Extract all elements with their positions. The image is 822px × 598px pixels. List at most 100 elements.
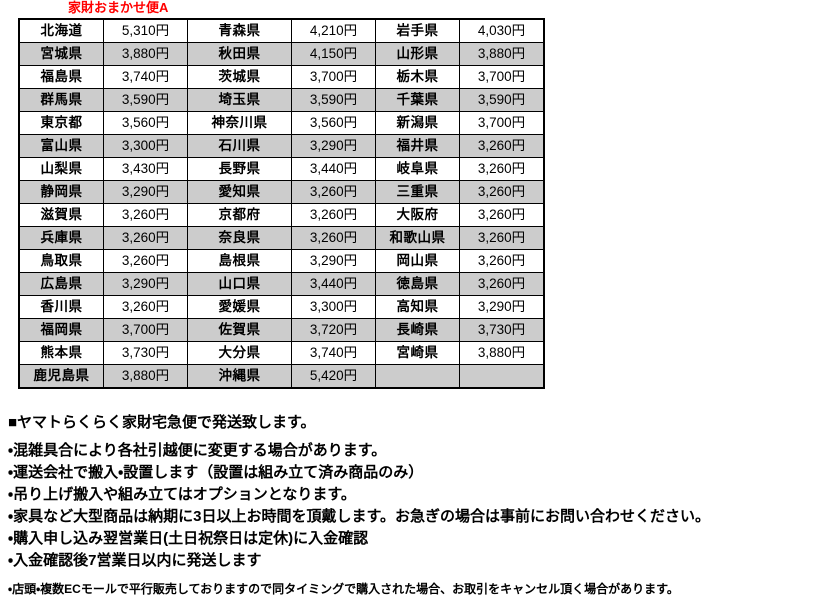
- fee-cell: 3,260円: [459, 157, 545, 181]
- table-row: 滋賀県 3,260円 京都府 3,260円 大阪府 3,260円: [18, 203, 545, 227]
- prefecture-cell: 宮城県: [18, 42, 104, 66]
- prefecture-cell: 群馬県: [18, 88, 104, 112]
- prefecture-cell: 富山県: [18, 134, 104, 158]
- fee-cell: 3,290円: [103, 180, 188, 204]
- page-title: 家財おまかせ便A: [68, 0, 169, 15]
- fee-cell-empty: [459, 364, 545, 389]
- prefecture-cell: 秋田県: [187, 42, 292, 66]
- prefecture-cell: 三重県: [375, 180, 460, 204]
- fee-cell: 3,260円: [459, 134, 545, 158]
- prefecture-cell: 福井県: [375, 134, 460, 158]
- prefecture-cell: 兵庫県: [18, 226, 104, 250]
- prefecture-cell: 新潟県: [375, 111, 460, 135]
- fee-cell: 3,740円: [291, 341, 376, 365]
- fee-cell: 3,440円: [291, 157, 376, 181]
- fee-cell: 3,700円: [459, 111, 545, 135]
- fee-cell: 3,290円: [291, 249, 376, 273]
- prefecture-cell: 長野県: [187, 157, 292, 181]
- prefecture-cell: 北海道: [18, 18, 104, 43]
- table-row: 福岡県 3,700円 佐賀県 3,720円 長崎県 3,730円: [18, 318, 545, 342]
- fee-cell: 3,590円: [103, 88, 188, 112]
- fee-cell: 3,300円: [291, 295, 376, 319]
- prefecture-cell: 愛知県: [187, 180, 292, 204]
- prefecture-cell: 大阪府: [375, 203, 460, 227]
- fee-cell: 3,740円: [103, 65, 188, 89]
- fee-cell: 3,290円: [103, 272, 188, 296]
- note-item: ・入金確認後7営業日以内に発送します: [8, 552, 262, 569]
- fee-cell: 5,310円: [103, 18, 188, 43]
- fee-cell: 3,260円: [459, 180, 545, 204]
- fee-cell: 5,420円: [291, 364, 376, 389]
- fee-cell: 3,730円: [459, 318, 545, 342]
- prefecture-cell: 青森県: [187, 18, 292, 43]
- fee-cell: 3,260円: [103, 249, 188, 273]
- shipping-fee-table-body: 北海道 5,310円 青森県 4,210円 岩手県 4,030円 宮城県 3,880円 秋田県 4…: [18, 18, 545, 389]
- fee-cell: 3,260円: [103, 226, 188, 250]
- fee-cell: 3,880円: [459, 42, 545, 66]
- prefecture-cell: 鹿児島県: [18, 364, 104, 389]
- prefecture-cell: 神奈川県: [187, 111, 292, 135]
- prefecture-cell: 熊本県: [18, 341, 104, 365]
- fee-cell: 4,210円: [291, 18, 376, 43]
- prefecture-cell: 山梨県: [18, 157, 104, 181]
- prefecture-cell: 静岡県: [18, 180, 104, 204]
- table-row: 広島県 3,290円 山口県 3,440円 徳島県 3,260円: [18, 272, 545, 296]
- fee-cell: 4,030円: [459, 18, 545, 43]
- note-item: ・店頭・複数ECモールで平行販売しておりますので同タイミングで購入された場合、お…: [8, 582, 679, 596]
- table-row: 東京都 3,560円 神奈川県 3,560円 新潟県 3,700円: [18, 111, 545, 135]
- prefecture-cell: 滋賀県: [18, 203, 104, 227]
- fee-cell: 3,880円: [103, 364, 188, 389]
- fee-cell: 3,880円: [103, 42, 188, 66]
- table-row: 山梨県 3,430円 長野県 3,440円 岐阜県 3,260円: [18, 157, 545, 181]
- prefecture-cell: 埼玉県: [187, 88, 292, 112]
- table-row: 兵庫県 3,260円 奈良県 3,260円 和歌山県 3,260円: [18, 226, 545, 250]
- prefecture-cell: 鳥取県: [18, 249, 104, 273]
- fee-cell: 3,880円: [459, 341, 545, 365]
- prefecture-cell: 福岡県: [18, 318, 104, 342]
- table-row: 群馬県 3,590円 埼玉県 3,590円 千葉県 3,590円: [18, 88, 545, 112]
- note-item: ・運送会社で搬入・設置します（設置は組み立て済み商品のみ）: [8, 464, 424, 481]
- table-row: 熊本県 3,730円 大分県 3,740円 宮崎県 3,880円: [18, 341, 545, 365]
- table-row: 静岡県 3,290円 愛知県 3,260円 三重県 3,260円: [18, 180, 545, 204]
- prefecture-cell: 茨城県: [187, 65, 292, 89]
- fee-cell: 3,700円: [291, 65, 376, 89]
- fee-cell: 3,260円: [459, 272, 545, 296]
- fee-cell: 3,730円: [103, 341, 188, 365]
- prefecture-cell: 高知県: [375, 295, 460, 319]
- prefecture-cell: 福島県: [18, 65, 104, 89]
- table-row: 香川県 3,260円 愛媛県 3,300円 高知県 3,290円: [18, 295, 545, 319]
- prefecture-cell: 大分県: [187, 341, 292, 365]
- prefecture-cell: 香川県: [18, 295, 104, 319]
- prefecture-cell: 徳島県: [375, 272, 460, 296]
- fee-cell: 3,260円: [459, 226, 545, 250]
- fee-cell: 3,300円: [103, 134, 188, 158]
- note-item: ・購入申し込み翌営業日(土日祝祭日は定休)に入金確認: [8, 530, 369, 547]
- prefecture-cell: 愛媛県: [187, 295, 292, 319]
- prefecture-cell: 長崎県: [375, 318, 460, 342]
- notes-heading: ■ヤマトらくらく家財宅急便で発送致します。: [8, 414, 316, 431]
- fee-cell: 4,150円: [291, 42, 376, 66]
- fee-cell: 3,440円: [291, 272, 376, 296]
- prefecture-cell: 岐阜県: [375, 157, 460, 181]
- fee-cell: 3,260円: [103, 203, 188, 227]
- fee-cell: 3,560円: [291, 111, 376, 135]
- note-item: ・家具など大型商品は納期に3日以上お時間を頂戴します。お急ぎの場合は事前にお問い…: [8, 508, 710, 525]
- prefecture-cell-empty: [375, 364, 460, 389]
- prefecture-cell: 東京都: [18, 111, 104, 135]
- table-row: 福島県 3,740円 茨城県 3,700円 栃木県 3,700円: [18, 65, 545, 89]
- prefecture-cell: 山口県: [187, 272, 292, 296]
- prefecture-cell: 岩手県: [375, 18, 460, 43]
- shipping-fee-table-container: 北海道 5,310円 青森県 4,210円 岩手県 4,030円 宮城県 3,880円 秋田県 4…: [18, 18, 545, 389]
- shipping-fee-table: 北海道 5,310円 青森県 4,210円 岩手県 4,030円 宮城県 3,880円 秋田県 4…: [18, 18, 545, 389]
- fee-cell: 3,260円: [291, 226, 376, 250]
- prefecture-cell: 京都府: [187, 203, 292, 227]
- prefecture-cell: 沖縄県: [187, 364, 292, 389]
- fee-cell: 3,290円: [291, 134, 376, 158]
- fee-cell: 3,590円: [291, 88, 376, 112]
- fee-cell: 3,720円: [291, 318, 376, 342]
- fee-cell: 3,430円: [103, 157, 188, 181]
- prefecture-cell: 奈良県: [187, 226, 292, 250]
- fee-cell: 3,260円: [291, 180, 376, 204]
- prefecture-cell: 広島県: [18, 272, 104, 296]
- note-item: ・混雑具合により各社引越便に変更する場合があります。: [8, 442, 387, 459]
